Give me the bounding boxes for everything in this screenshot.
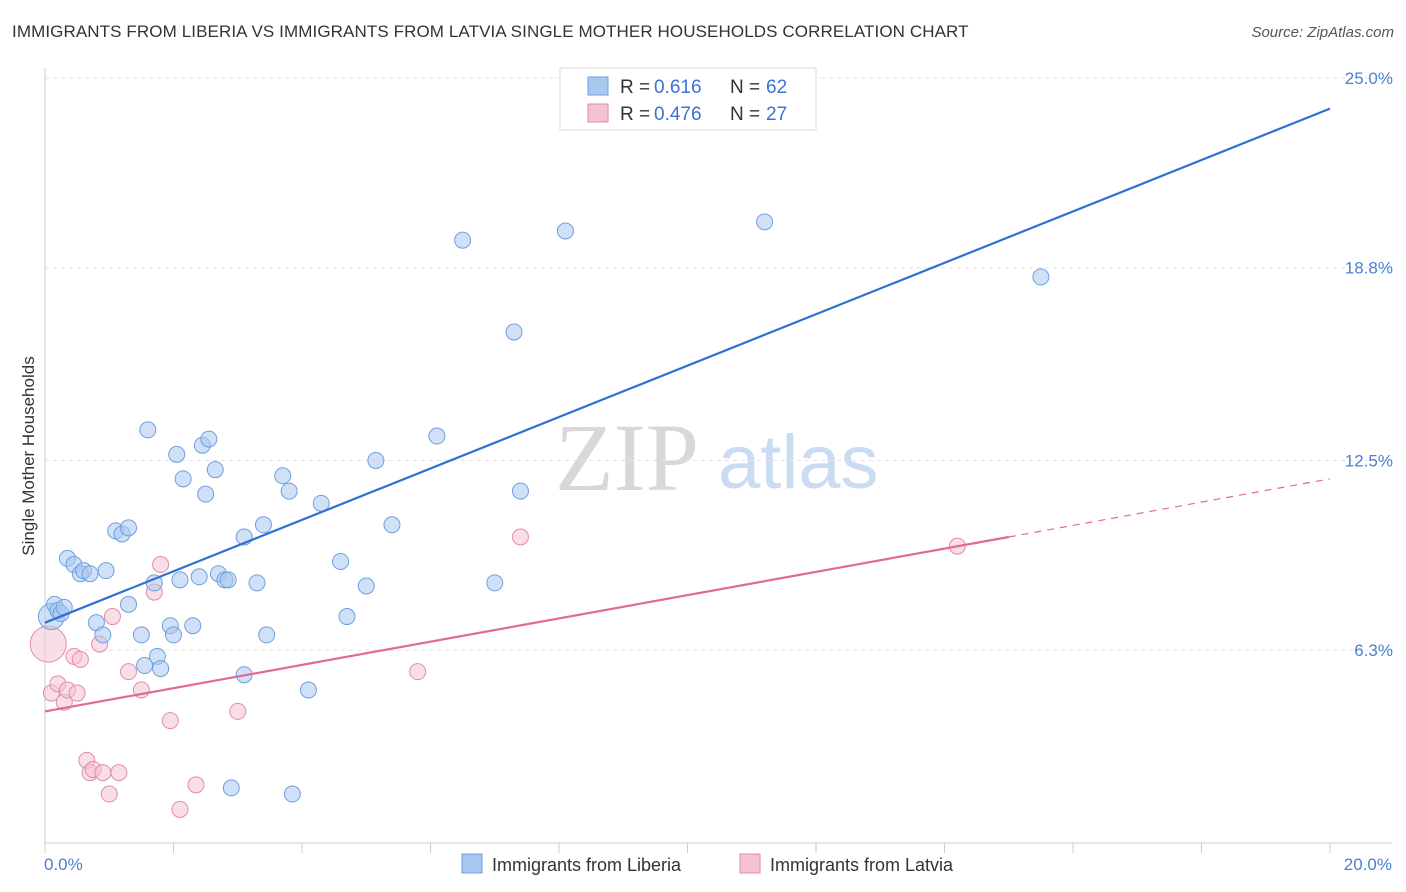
legend-r-value-2: 0.476: [654, 104, 702, 125]
liberia-point-28: [184, 617, 202, 635]
bottom-legend-liberia-label: Immigrants from Liberia: [492, 855, 682, 875]
liberia-point-57: [505, 323, 523, 341]
liberia-point-15: [120, 519, 138, 537]
liberia-point-40: [248, 574, 266, 592]
liberia-point-59: [756, 213, 774, 231]
bottom-legend-latvia-label: Immigrants from Latvia: [770, 855, 954, 875]
latvia-point-12: [94, 764, 112, 782]
liberia-point-18: [136, 657, 154, 675]
x-tick-label-max: 20.0%: [1344, 855, 1392, 874]
axes: [44, 68, 1392, 853]
y-tick-label-1: 18.8%: [1345, 259, 1393, 278]
liberia-point-27: [174, 470, 192, 488]
liberia-point-41: [254, 516, 272, 534]
liberia-point-37: [222, 779, 240, 797]
liberia-point-54: [454, 231, 472, 249]
watermark-atlas: atlas: [718, 420, 879, 505]
latvia-trend-line: [44, 535, 1009, 713]
liberia-point-42: [258, 626, 276, 644]
latvia-point-13: [100, 785, 118, 803]
liberia-point-17: [132, 626, 150, 644]
latvia-point-16: [120, 663, 138, 681]
liberia-point-22: [152, 660, 170, 678]
series-legend: Immigrants from Liberia Immigrants from …: [461, 853, 954, 875]
latvia-trend-extension: [1008, 478, 1331, 538]
liberia-point-51: [367, 452, 385, 469]
source-label: Source: ZipAtlas.com: [1251, 24, 1394, 41]
liberia-point-29: [190, 568, 208, 586]
latvia-point-14: [103, 608, 121, 626]
x-tick-label-min: 0.0%: [44, 855, 83, 874]
liberia-point-60: [1032, 268, 1050, 286]
liberia-point-56: [511, 482, 529, 500]
liberia-point-9: [81, 565, 99, 583]
watermark-zip: ZIP: [555, 404, 699, 511]
latvia-point-23: [229, 702, 247, 720]
liberia-point-53: [428, 427, 446, 445]
liberia-trend-line: [44, 107, 1331, 624]
latvia-point-24: [409, 663, 427, 681]
liberia-point-19: [139, 421, 157, 439]
liberia-point-46: [299, 681, 317, 699]
legend-n-label-1: N =: [730, 77, 760, 98]
chart-title: IMMIGRANTS FROM LIBERIA VS IMMIGRANTS FR…: [12, 22, 969, 41]
liberia-point-16: [120, 595, 138, 613]
series-liberia-points: [37, 213, 1050, 803]
liberia-point-48: [332, 552, 350, 570]
latvia-point-15: [110, 764, 128, 782]
liberia-point-24: [165, 626, 182, 644]
bottom-legend-latvia-swatch: [739, 853, 761, 874]
correlation-legend: R = 0.616 N = 62 R = 0.476 N = 27: [559, 67, 817, 131]
liberia-point-45: [283, 785, 301, 803]
legend-r-label-2: R =: [620, 104, 650, 125]
liberia-point-25: [168, 445, 186, 463]
liberia-point-52: [383, 516, 401, 534]
liberia-point-33: [206, 461, 224, 479]
y-axis-label: Single Mother Households: [19, 356, 38, 555]
legend-liberia-swatch: [587, 76, 609, 96]
y-tick-label-3: 6.3%: [1354, 641, 1393, 660]
legend-r-label-1: R =: [620, 77, 650, 98]
liberia-point-32: [200, 430, 218, 448]
liberia-point-11: [94, 626, 112, 644]
latvia-point-0: [29, 625, 67, 663]
legend-n-label-2: N =: [730, 104, 760, 125]
legend-n-value-2: 27: [766, 104, 787, 125]
y-tick-label-0: 25.0%: [1345, 69, 1393, 88]
latvia-point-20: [161, 712, 179, 730]
liberia-point-36: [219, 571, 237, 589]
latvia-point-21: [171, 800, 189, 818]
liberia-point-26: [171, 571, 189, 589]
latvia-point-6: [68, 684, 86, 702]
y-tick-labels: 25.0% 18.8% 12.5% 6.3%: [1345, 69, 1393, 660]
legend-r-value-1: 0.616: [654, 77, 702, 98]
series-latvia-points: [29, 528, 966, 818]
latvia-point-19: [152, 556, 170, 574]
liberia-point-31: [197, 485, 215, 503]
y-tick-label-2: 12.5%: [1345, 452, 1393, 471]
liberia-point-55: [486, 574, 504, 592]
legend-latvia-swatch: [587, 103, 609, 123]
liberia-point-49: [338, 608, 356, 626]
bottom-legend-liberia-swatch: [461, 853, 483, 874]
legend-n-value-1: 62: [766, 77, 787, 98]
liberia-point-44: [280, 482, 298, 500]
trend-lines: [44, 107, 1331, 713]
liberia-point-50: [357, 577, 375, 595]
latvia-point-22: [187, 776, 205, 794]
latvia-point-25: [511, 528, 529, 546]
liberia-point-43: [274, 467, 292, 485]
liberia-point-58: [556, 222, 574, 240]
liberia-point-12: [97, 562, 115, 580]
latvia-point-7: [71, 650, 89, 668]
